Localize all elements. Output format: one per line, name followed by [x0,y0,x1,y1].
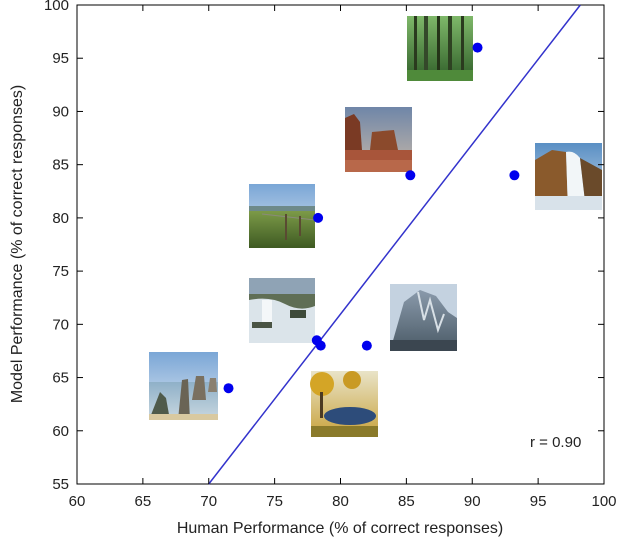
data-point-mountain-cliff [361,340,372,351]
correlation-annotation: r = 0.90 [530,434,581,451]
x-axis-label: Human Performance (% of correct response… [177,520,503,537]
y-tick-label: 65 [52,370,69,387]
data-point-tall-waterfall [509,170,520,181]
x-tick-label: 100 [591,493,616,510]
y-tick-label: 95 [52,50,69,67]
x-tick-label: 65 [135,493,152,510]
y-tick-label: 90 [52,103,69,120]
data-point-desert-mesa [405,170,416,181]
x-tick-label: 90 [464,493,481,510]
y-tick-label: 55 [52,476,69,493]
thumbnail-grassland-fence [249,184,316,248]
thumbnail-pine-forest [407,16,473,81]
y-tick-label: 100 [44,0,69,14]
thumbnail-waterfall-rapids [249,278,315,343]
data-point-coast-sea-stacks [223,383,234,394]
thumbnail-mountain-cliff [390,284,457,351]
x-tick-label: 95 [530,493,547,510]
y-tick-label: 75 [52,263,69,280]
data-point-autumn-lake [315,340,326,351]
y-tick-label: 70 [52,316,69,333]
x-tick-label: 85 [398,493,415,510]
data-point-grassland-fence [313,212,324,223]
y-tick-label: 80 [52,210,69,227]
y-tick-label: 60 [52,423,69,440]
regression-line [208,4,581,485]
y-axis-label: Model Performance (% of correct response… [9,85,26,403]
thumbnail-coast-sea-stacks [149,352,218,420]
thumbnail-tall-waterfall [535,143,602,210]
x-tick-label: 70 [200,493,217,510]
x-tick-label: 80 [332,493,349,510]
thumbnail-desert-mesa [345,107,412,172]
thumbnail-layer [149,16,602,437]
data-point-pine-forest [472,42,483,53]
y-tick-label: 85 [52,157,69,174]
x-tick-label: 60 [69,493,86,510]
thumbnail-autumn-lake [310,371,378,437]
x-tick-label: 75 [266,493,283,510]
